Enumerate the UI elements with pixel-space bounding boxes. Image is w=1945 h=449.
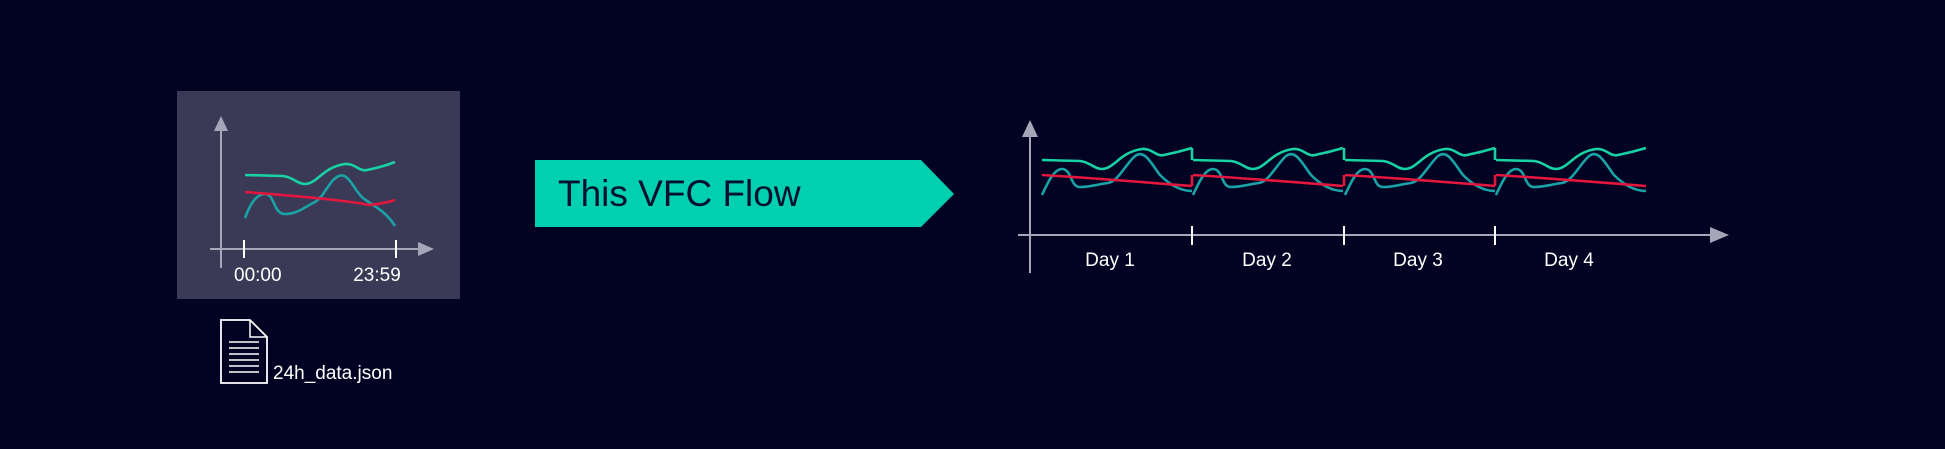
flow-banner-label: This VFC Flow [558,173,801,214]
day-cycle-4 [1494,146,1648,197]
day-label-4: Day 4 [1544,250,1594,271]
day-cycle-3 [1343,146,1497,197]
flow-banner: This VFC Flow [535,160,954,227]
document-icon [220,319,268,384]
tick-label-end: 23:59 [353,265,401,286]
result-chart: Day 1 Day 2 Day 3 Day 4 [1018,120,1729,273]
file-name-label: 24h_data.json [273,363,392,384]
y-axis-arrow-icon [1022,120,1038,137]
x-axis-arrow-icon [418,242,434,256]
y-axis-arrow-icon [214,116,228,131]
green-series-line [244,160,396,186]
day-label-2: Day 2 [1242,250,1292,271]
day-cycle-2 [1191,146,1345,197]
day-label-1: Day 1 [1085,250,1135,271]
red-series-line [244,190,396,207]
day-label-3: Day 3 [1393,250,1443,271]
tick-label-start: 00:00 [234,265,282,286]
day-cycle-1 [1040,146,1194,197]
source-series [243,160,397,227]
x-axis-arrow-icon [1710,227,1729,243]
source-chart-panel: 00:00 23:59 [177,91,460,299]
